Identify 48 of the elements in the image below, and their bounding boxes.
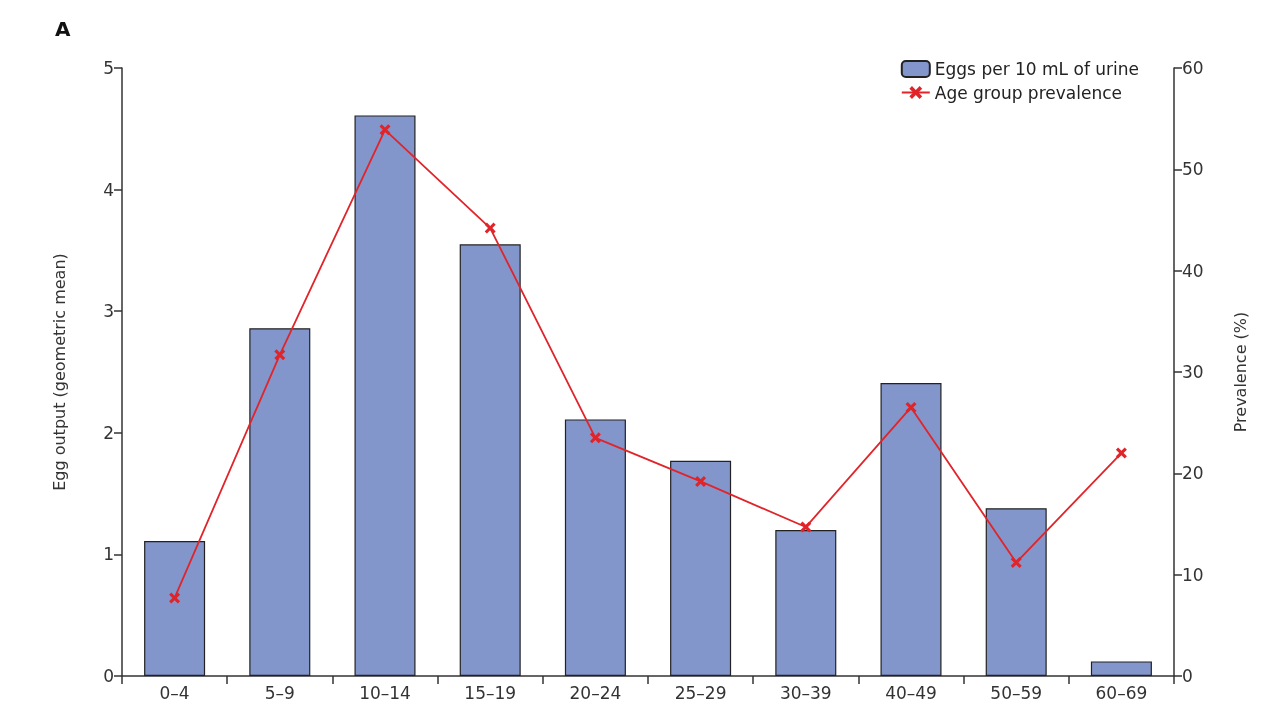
point <box>379 124 391 136</box>
x-tick-label: 5–9 <box>264 682 295 703</box>
y2-tick-label: 40 <box>1182 260 1204 281</box>
y2-tick-label: 60 <box>1182 58 1204 78</box>
bar <box>1090 661 1152 676</box>
bar <box>564 419 626 676</box>
y2-tick-label: 30 <box>1182 362 1204 382</box>
point <box>169 592 181 604</box>
point <box>484 222 496 234</box>
point <box>1010 557 1022 569</box>
bar <box>459 244 521 676</box>
bar <box>354 115 416 676</box>
x-tick-label: 30–39 <box>779 682 832 703</box>
x-tick-label: 40–49 <box>885 682 937 703</box>
x-tick-label: 20–24 <box>569 682 622 703</box>
point <box>800 521 812 533</box>
y-tick-label: 0 <box>103 666 114 686</box>
bar <box>249 328 311 676</box>
bar <box>670 460 732 676</box>
point <box>905 401 917 413</box>
y2-tick-label: 10 <box>1182 564 1204 585</box>
y-tick-label: 2 <box>103 422 114 443</box>
bar <box>144 541 206 676</box>
x-tick-label: 25–29 <box>674 682 727 703</box>
y-tick-label: 4 <box>103 179 114 200</box>
y2-tick-label: 50 <box>1182 159 1204 180</box>
x-tick-label: 50–59 <box>990 682 1043 703</box>
point <box>1115 447 1127 459</box>
y-tick-label: 3 <box>103 301 114 322</box>
y-axis-title: Egg output (geometric mean) <box>49 253 69 491</box>
bar <box>985 508 1047 676</box>
y-tick-label: 1 <box>103 544 114 565</box>
y2-axis-title: Prevalence (%) <box>1230 311 1250 433</box>
bar <box>880 382 942 676</box>
legend-label: Age group prevalence <box>934 82 1122 103</box>
y2-tick-label: 20 <box>1182 463 1204 484</box>
y2-tick-label: 0 <box>1182 666 1193 686</box>
x-tick-label: 60–69 <box>1095 682 1148 703</box>
legend-label: Eggs per 10 mL of urine <box>934 59 1140 79</box>
x-tick-label: 15–19 <box>464 682 517 703</box>
x-tick-label: 0–4 <box>159 682 190 703</box>
point <box>589 432 601 444</box>
point <box>695 475 707 487</box>
bar <box>775 530 837 676</box>
x-tick-label: 10–14 <box>359 682 411 703</box>
y-tick-label: 5 <box>103 58 114 78</box>
point <box>274 349 286 361</box>
chart-title: A <box>55 17 71 41</box>
